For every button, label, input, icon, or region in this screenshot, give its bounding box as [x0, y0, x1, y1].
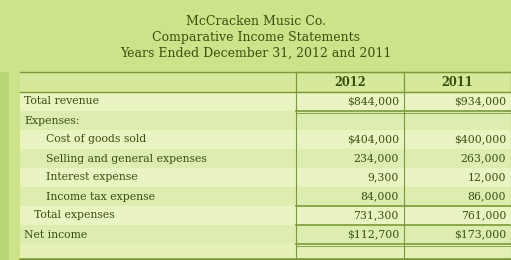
Text: Income tax expense: Income tax expense: [46, 192, 155, 202]
Bar: [296, 72, 404, 92]
Text: $934,000: $934,000: [454, 96, 506, 107]
Text: $404,000: $404,000: [347, 134, 399, 145]
Bar: [404, 111, 511, 130]
Bar: [296, 111, 404, 130]
Text: 263,000: 263,000: [460, 153, 506, 164]
Bar: [404, 130, 511, 149]
Text: $844,000: $844,000: [347, 96, 399, 107]
Bar: [296, 92, 404, 111]
Bar: [404, 92, 511, 111]
Text: Comparative Income Statements: Comparative Income Statements: [151, 31, 360, 44]
Bar: [296, 149, 404, 168]
Bar: [20, 149, 296, 168]
Text: Years Ended December 31, 2012 and 2011: Years Ended December 31, 2012 and 2011: [120, 47, 391, 60]
Bar: [0, 0, 511, 72]
Text: 731,300: 731,300: [354, 211, 399, 220]
Text: $400,000: $400,000: [454, 134, 506, 145]
Bar: [296, 187, 404, 206]
Text: Cost of goods sold: Cost of goods sold: [46, 134, 146, 145]
Bar: [296, 225, 404, 244]
Text: McCracken Music Co.: McCracken Music Co.: [185, 15, 326, 28]
Text: 234,000: 234,000: [354, 153, 399, 164]
Bar: [404, 225, 511, 244]
Text: Expenses:: Expenses:: [24, 115, 80, 126]
Text: $173,000: $173,000: [454, 230, 506, 239]
Text: Interest expense: Interest expense: [46, 172, 137, 183]
Text: Selling and general expenses: Selling and general expenses: [46, 153, 207, 164]
Text: 12,000: 12,000: [468, 172, 506, 183]
Text: 761,000: 761,000: [460, 211, 506, 220]
Bar: [404, 206, 511, 225]
Bar: [296, 168, 404, 187]
Bar: [20, 72, 296, 92]
Bar: [20, 168, 296, 187]
Text: 86,000: 86,000: [468, 192, 506, 202]
Text: Net income: Net income: [24, 230, 87, 239]
Bar: [20, 187, 296, 206]
Bar: [20, 206, 296, 225]
Bar: [404, 149, 511, 168]
Bar: [20, 130, 296, 149]
Text: $112,700: $112,700: [347, 230, 399, 239]
Bar: [20, 111, 296, 130]
Text: Total expenses: Total expenses: [34, 211, 115, 220]
Bar: [296, 130, 404, 149]
Text: 9,300: 9,300: [367, 172, 399, 183]
Text: 84,000: 84,000: [361, 192, 399, 202]
Text: Total revenue: Total revenue: [24, 96, 99, 107]
Bar: [404, 72, 511, 92]
Bar: [0, 72, 9, 260]
Bar: [296, 206, 404, 225]
Bar: [404, 187, 511, 206]
Bar: [9, 72, 20, 260]
Bar: [404, 168, 511, 187]
Text: 2012: 2012: [334, 75, 366, 88]
Text: 2011: 2011: [442, 75, 473, 88]
Bar: [20, 225, 296, 244]
Bar: [20, 92, 296, 111]
